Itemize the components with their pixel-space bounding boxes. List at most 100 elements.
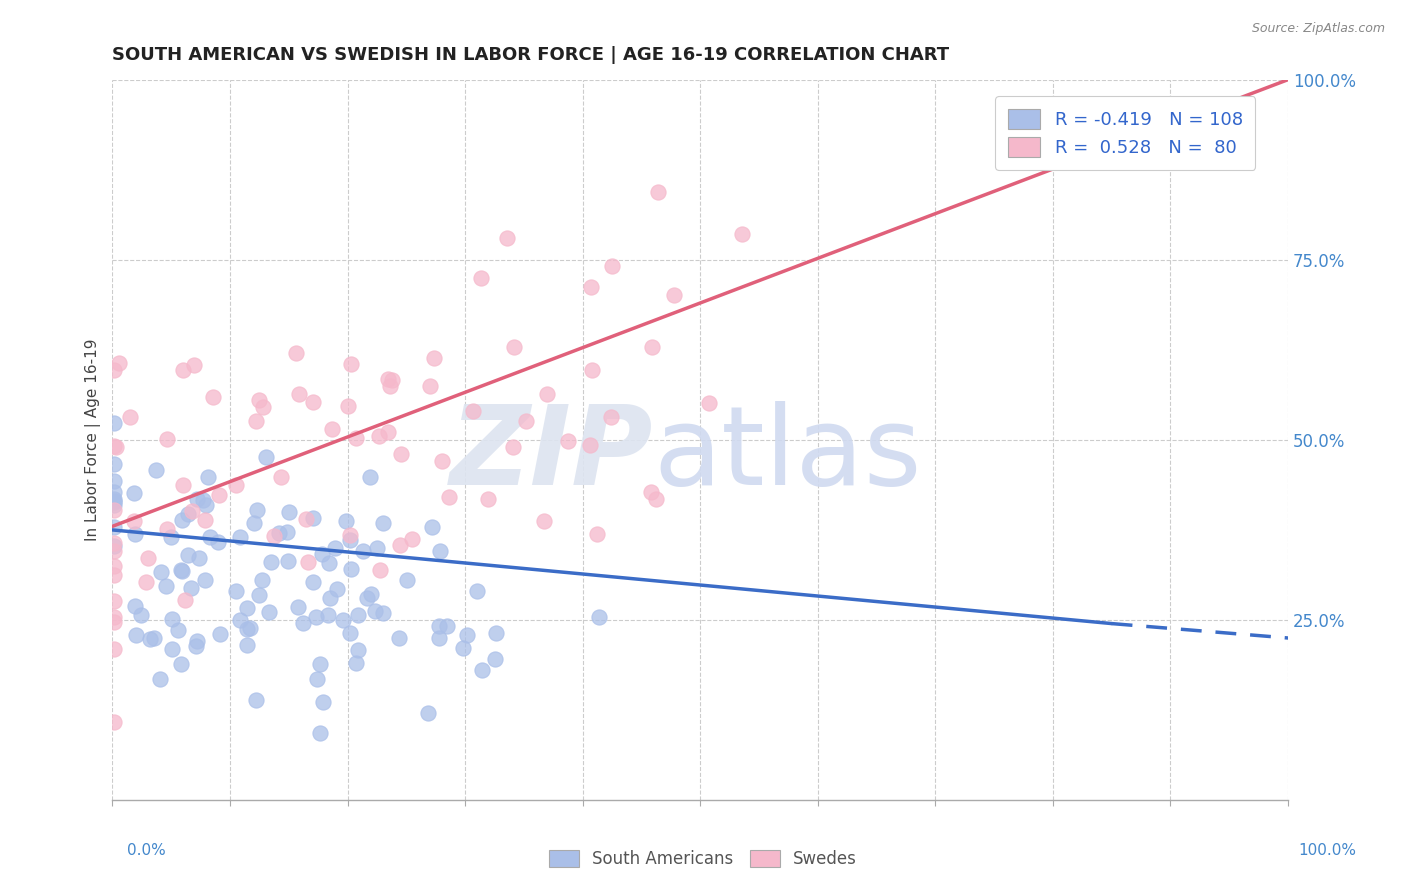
Point (201, 390, 224, 404)
Point (143, 631, 166, 645)
Point (373, 606, 395, 620)
Point (156, 522, 179, 536)
Text: 0.0%: 0.0% (127, 843, 166, 858)
Point (103, 610, 125, 624)
Point (557, 434, 579, 448)
Point (159, 530, 181, 544)
Point (427, 631, 450, 645)
Point (461, 403, 484, 417)
Point (395, 573, 418, 587)
Point (339, 533, 361, 548)
Point (581, 280, 603, 294)
Point (430, 454, 453, 468)
Point (416, 706, 439, 720)
Point (166, 623, 188, 637)
Point (197, 469, 219, 483)
Point (270, 470, 292, 484)
Point (250, 573, 273, 587)
Point (170, 563, 193, 577)
Point (103, 714, 125, 729)
Point (371, 516, 394, 530)
Point (586, 527, 609, 541)
Point (245, 414, 267, 428)
Point (477, 491, 499, 506)
Point (502, 441, 524, 455)
Point (254, 450, 277, 465)
Point (260, 555, 283, 569)
Point (401, 532, 423, 546)
Point (368, 563, 391, 577)
Point (332, 613, 354, 627)
Point (149, 672, 172, 686)
Point (346, 643, 368, 657)
Point (125, 628, 148, 642)
Point (422, 351, 444, 365)
Point (103, 495, 125, 509)
Point (103, 491, 125, 506)
Text: 100.0%: 100.0% (1299, 843, 1357, 858)
Point (103, 498, 125, 512)
Point (340, 562, 363, 576)
Point (103, 568, 125, 582)
Point (145, 463, 167, 477)
Point (103, 615, 125, 630)
Point (352, 544, 374, 558)
Point (267, 525, 290, 540)
Point (388, 631, 411, 645)
Point (319, 591, 342, 605)
Point (288, 386, 311, 401)
Point (731, 227, 754, 241)
Point (103, 474, 125, 488)
Point (600, 259, 623, 273)
Point (276, 524, 298, 539)
Point (103, 544, 125, 558)
Point (335, 514, 357, 528)
Point (184, 639, 207, 653)
Point (419, 378, 441, 392)
Point (172, 478, 194, 492)
Point (139, 632, 162, 646)
Point (465, 584, 488, 599)
Point (103, 484, 125, 499)
Legend: R = -0.419   N = 108, R =  0.528   N =  80: R = -0.419 N = 108, R = 0.528 N = 80 (995, 96, 1256, 170)
Point (359, 470, 381, 484)
Point (344, 431, 367, 445)
Point (471, 663, 494, 677)
Point (503, 340, 526, 354)
Point (246, 502, 269, 516)
Point (183, 359, 205, 373)
Point (209, 627, 232, 641)
Point (309, 726, 332, 740)
Point (229, 530, 252, 544)
Point (308, 657, 330, 671)
Point (302, 395, 325, 409)
Point (103, 363, 125, 377)
Point (515, 414, 537, 428)
Point (236, 622, 259, 636)
Point (436, 619, 458, 633)
Point (107, 356, 129, 370)
Point (136, 550, 159, 565)
Point (485, 626, 508, 640)
Point (103, 457, 125, 471)
Point (318, 556, 340, 570)
Point (172, 363, 194, 377)
Point (305, 610, 328, 624)
Point (641, 340, 664, 354)
Point (600, 409, 623, 424)
Point (581, 362, 603, 376)
Point (103, 502, 125, 516)
Y-axis label: In Labor Force | Age 16-19: In Labor Force | Age 16-19 (86, 339, 101, 541)
Point (229, 614, 252, 628)
Point (588, 609, 610, 624)
Point (131, 608, 153, 623)
Point (103, 439, 125, 453)
Point (366, 541, 388, 555)
Point (321, 422, 343, 436)
Point (170, 513, 193, 527)
Point (263, 529, 285, 543)
Point (697, 396, 720, 410)
Point (225, 583, 247, 598)
Point (318, 608, 340, 623)
Point (363, 604, 385, 618)
